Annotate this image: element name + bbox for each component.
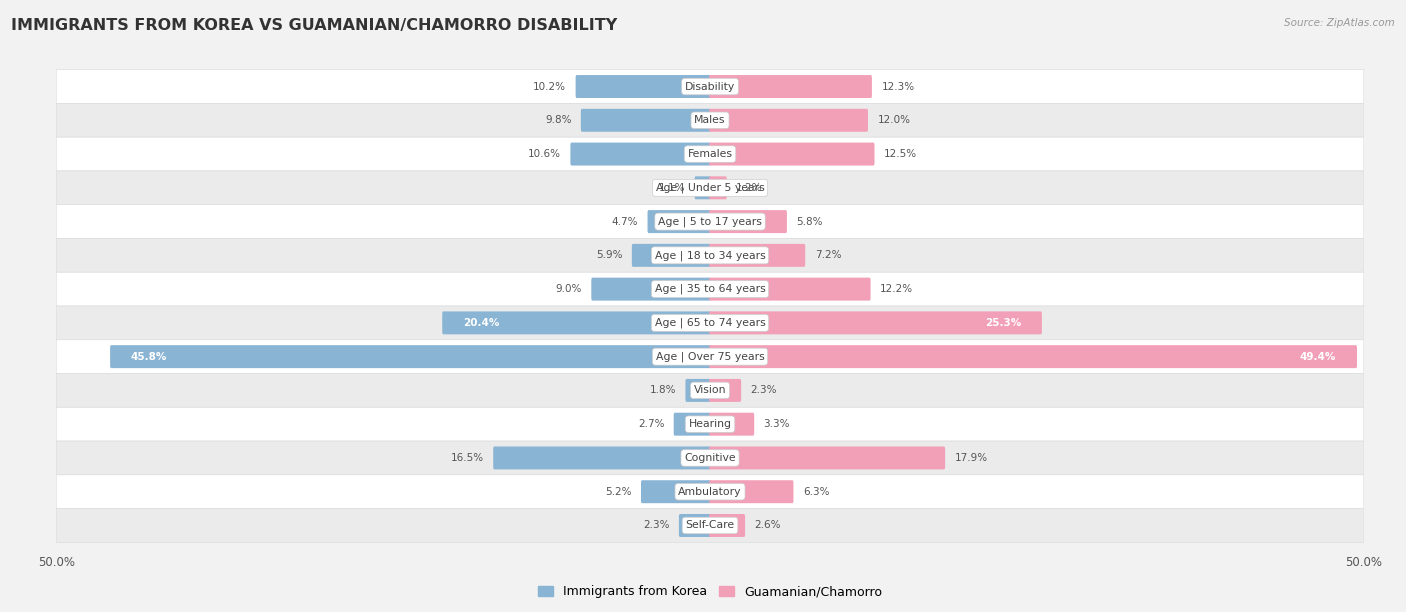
FancyBboxPatch shape [56, 306, 1364, 340]
Text: Disability: Disability [685, 81, 735, 92]
Text: Cognitive: Cognitive [685, 453, 735, 463]
Text: 16.5%: 16.5% [451, 453, 484, 463]
Text: 10.2%: 10.2% [533, 81, 567, 92]
Text: Vision: Vision [693, 386, 727, 395]
Text: 5.8%: 5.8% [796, 217, 823, 226]
FancyBboxPatch shape [709, 379, 741, 402]
FancyBboxPatch shape [695, 176, 711, 200]
FancyBboxPatch shape [641, 480, 711, 503]
Text: 12.2%: 12.2% [880, 284, 912, 294]
Text: IMMIGRANTS FROM KOREA VS GUAMANIAN/CHAMORRO DISABILITY: IMMIGRANTS FROM KOREA VS GUAMANIAN/CHAMO… [11, 18, 617, 34]
Text: Age | 65 to 74 years: Age | 65 to 74 years [655, 318, 765, 328]
Text: Age | 5 to 17 years: Age | 5 to 17 years [658, 216, 762, 227]
Text: 9.0%: 9.0% [555, 284, 582, 294]
Text: 25.3%: 25.3% [986, 318, 1021, 328]
Text: Age | Over 75 years: Age | Over 75 years [655, 351, 765, 362]
FancyBboxPatch shape [56, 137, 1364, 171]
Text: 4.7%: 4.7% [612, 217, 638, 226]
FancyBboxPatch shape [56, 171, 1364, 204]
Text: 12.3%: 12.3% [882, 81, 914, 92]
Text: 2.3%: 2.3% [643, 520, 669, 531]
FancyBboxPatch shape [709, 109, 868, 132]
FancyBboxPatch shape [575, 75, 711, 98]
FancyBboxPatch shape [56, 509, 1364, 542]
Text: Age | 35 to 64 years: Age | 35 to 64 years [655, 284, 765, 294]
Text: Self-Care: Self-Care [686, 520, 734, 531]
Text: Ambulatory: Ambulatory [678, 487, 742, 497]
FancyBboxPatch shape [56, 340, 1364, 373]
Text: 6.3%: 6.3% [803, 487, 830, 497]
Text: 45.8%: 45.8% [131, 352, 167, 362]
FancyBboxPatch shape [679, 514, 711, 537]
Text: Age | Under 5 years: Age | Under 5 years [655, 182, 765, 193]
FancyBboxPatch shape [709, 176, 727, 200]
Text: 1.1%: 1.1% [658, 183, 685, 193]
FancyBboxPatch shape [709, 278, 870, 300]
Text: 17.9%: 17.9% [955, 453, 987, 463]
FancyBboxPatch shape [686, 379, 711, 402]
Text: 3.3%: 3.3% [763, 419, 790, 429]
FancyBboxPatch shape [709, 514, 745, 537]
Text: Males: Males [695, 115, 725, 125]
Text: 49.4%: 49.4% [1301, 352, 1336, 362]
FancyBboxPatch shape [709, 412, 754, 436]
Text: Hearing: Hearing [689, 419, 731, 429]
FancyBboxPatch shape [581, 109, 711, 132]
FancyBboxPatch shape [56, 103, 1364, 137]
FancyBboxPatch shape [709, 244, 806, 267]
FancyBboxPatch shape [709, 345, 1357, 368]
FancyBboxPatch shape [56, 475, 1364, 509]
FancyBboxPatch shape [709, 447, 945, 469]
FancyBboxPatch shape [56, 441, 1364, 475]
Text: 2.6%: 2.6% [755, 520, 780, 531]
FancyBboxPatch shape [673, 412, 711, 436]
FancyBboxPatch shape [56, 373, 1364, 408]
FancyBboxPatch shape [56, 70, 1364, 103]
Text: Females: Females [688, 149, 733, 159]
FancyBboxPatch shape [709, 143, 875, 165]
FancyBboxPatch shape [631, 244, 711, 267]
Text: 5.2%: 5.2% [605, 487, 631, 497]
FancyBboxPatch shape [571, 143, 711, 165]
Text: 10.6%: 10.6% [529, 149, 561, 159]
FancyBboxPatch shape [110, 345, 711, 368]
FancyBboxPatch shape [709, 480, 793, 503]
Text: Age | 18 to 34 years: Age | 18 to 34 years [655, 250, 765, 261]
FancyBboxPatch shape [592, 278, 711, 300]
FancyBboxPatch shape [56, 272, 1364, 306]
FancyBboxPatch shape [56, 408, 1364, 441]
FancyBboxPatch shape [648, 210, 711, 233]
FancyBboxPatch shape [494, 447, 711, 469]
FancyBboxPatch shape [709, 312, 1042, 334]
Text: 1.8%: 1.8% [650, 386, 676, 395]
Legend: Immigrants from Korea, Guamanian/Chamorro: Immigrants from Korea, Guamanian/Chamorr… [533, 580, 887, 603]
FancyBboxPatch shape [443, 312, 711, 334]
Text: 2.7%: 2.7% [638, 419, 664, 429]
Text: 2.3%: 2.3% [751, 386, 778, 395]
Text: 5.9%: 5.9% [596, 250, 623, 260]
FancyBboxPatch shape [56, 239, 1364, 272]
Text: Source: ZipAtlas.com: Source: ZipAtlas.com [1284, 18, 1395, 28]
Text: 7.2%: 7.2% [814, 250, 841, 260]
FancyBboxPatch shape [709, 210, 787, 233]
Text: 9.8%: 9.8% [546, 115, 571, 125]
Text: 20.4%: 20.4% [463, 318, 499, 328]
FancyBboxPatch shape [56, 204, 1364, 239]
Text: 12.5%: 12.5% [884, 149, 917, 159]
FancyBboxPatch shape [709, 75, 872, 98]
Text: 12.0%: 12.0% [877, 115, 911, 125]
Text: 1.2%: 1.2% [737, 183, 762, 193]
